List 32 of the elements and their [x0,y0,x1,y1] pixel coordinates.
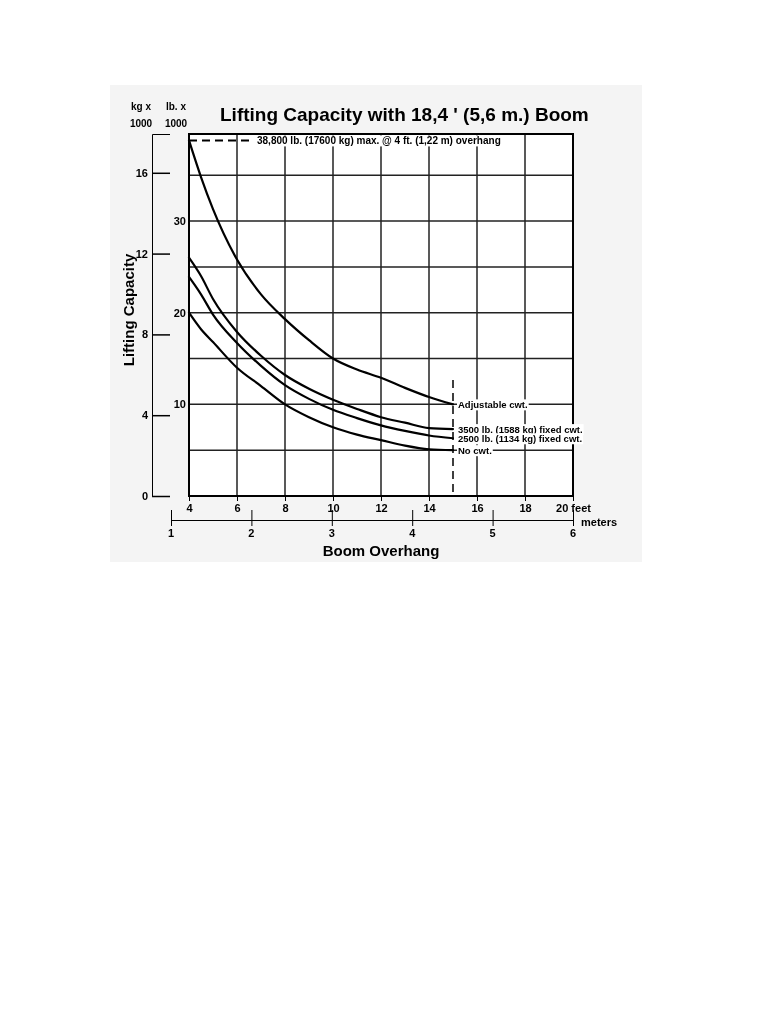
series-label: 2500 lb. (1134 kg) fixed cwt. [458,433,583,445]
x-tick-label: 16 [471,501,484,514]
x-tick-label: 18 [519,501,532,514]
x-tick-label: 14 [423,501,437,514]
x-tick-label: 6 [234,501,241,514]
x2-tick-label: 4 [409,527,417,539]
ref-line-label: 38,800 lb. (17600 kg) max. @ 4 ft. (1,22 m) overhang [257,135,501,147]
series-label: No cwt. [458,445,492,457]
text: kg x 1000 [129,101,153,129]
y2-tick-label: 20 [173,306,186,319]
y2-tick-label: 10 [173,398,186,411]
series-label: Adjustable cwt. [458,399,528,411]
y2-tick-label: 30 [173,215,186,228]
y-tick-label: 8 [141,328,148,341]
x2-tick-label: 1 [167,527,175,539]
x2-tick-label: 5 [489,527,496,539]
x-tick-label: 10 [327,501,340,514]
y-axis-title: Lifting Capacity [120,253,137,367]
x-tick-label: 20 feet [556,501,592,514]
x-tick-label: 12 [375,501,388,514]
x2-tick-label: 3 [328,527,335,539]
y-tick-label: 16 [135,166,148,179]
x2-axis-title: meters [581,516,618,528]
y-tick-label: 4 [141,409,149,422]
chart-title: Lifting Capacity with 18,4 ' (5,6 m.) Boom [220,104,589,125]
x2-tick-label: 6 [569,527,577,539]
y-tick-label: 0 [141,490,148,503]
x2-tick-label: 2 [248,527,255,539]
y2-axis-title: lb. x 1000 [164,101,188,129]
x-tick-label: 4 [186,501,194,514]
x-axis-title: Boom Overhang [322,542,440,559]
x-tick-label: 8 [282,501,289,514]
